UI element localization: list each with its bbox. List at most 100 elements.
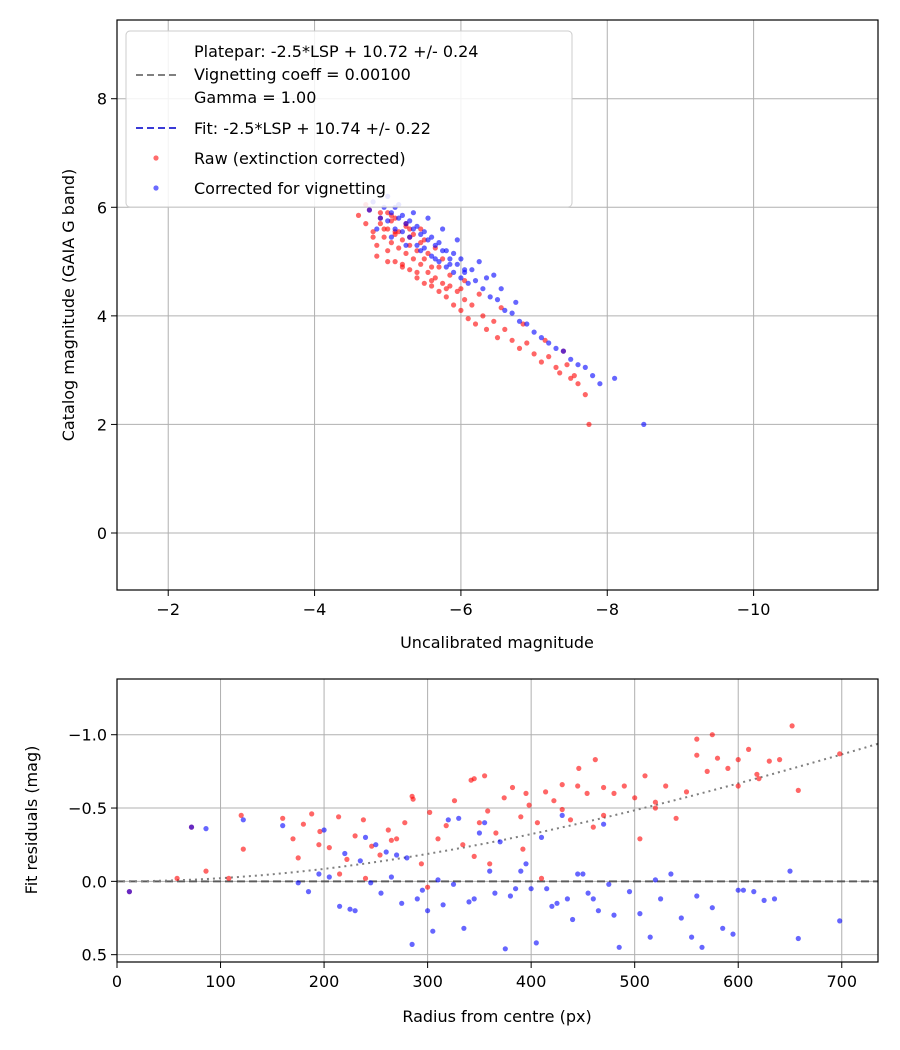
legend-entry-gamma: Gamma = 1.00 — [194, 88, 316, 107]
corrected-point — [451, 269, 457, 275]
corrected-point — [454, 237, 460, 243]
corrected-point — [447, 256, 453, 262]
raw-point — [418, 240, 424, 246]
raw-point — [546, 354, 552, 360]
corrected-point — [699, 944, 705, 950]
raw-point — [363, 221, 369, 227]
corrected-point — [546, 340, 552, 346]
raw-point — [509, 784, 516, 791]
top-x-axis-label: Uncalibrated magnitude — [400, 633, 594, 652]
corrected-point — [730, 931, 736, 937]
raw-point — [399, 264, 405, 270]
corrected-point — [771, 896, 778, 902]
x-tick-label: 400 — [516, 972, 547, 991]
raw-point — [516, 345, 523, 351]
raw-point — [683, 789, 690, 795]
bottom-y-axis-label: Fit residuals (mag) — [22, 746, 41, 895]
raw-point — [374, 242, 380, 248]
bottom-ticks: 0 100 200 300 400 500 600 700 0.5 0.0 −0.5 −1.0 — [68, 726, 857, 991]
raw-point — [326, 845, 332, 851]
raw-point — [501, 795, 507, 801]
corrected-point — [373, 842, 379, 848]
corrected-point — [403, 242, 409, 248]
raw-point — [337, 871, 343, 877]
raw-point — [388, 837, 394, 843]
corrected-point — [451, 250, 457, 256]
raw-point — [344, 856, 350, 863]
x-tick-label: 200 — [309, 972, 340, 991]
raw-point — [458, 307, 464, 313]
y-tick-label: 4 — [97, 307, 107, 326]
corrected-point — [580, 871, 586, 877]
raw-point — [538, 359, 545, 365]
raw-point — [483, 326, 490, 332]
corrected-point — [403, 221, 409, 227]
corrected-point — [612, 375, 618, 381]
raw-point — [735, 783, 741, 789]
raw-point — [709, 732, 715, 738]
raw-point — [524, 340, 530, 346]
corrected-point — [404, 855, 410, 861]
raw-point — [385, 248, 391, 254]
corrected-point — [606, 881, 612, 887]
corrected-point — [570, 916, 576, 923]
corrected-point — [720, 925, 726, 931]
corrected-point — [472, 278, 479, 284]
raw-point — [418, 261, 424, 267]
corrected-point — [487, 868, 493, 874]
raw-point — [498, 305, 504, 311]
raw-point — [520, 846, 526, 852]
corrected-point — [429, 234, 435, 240]
x-tick-label: −2 — [156, 600, 180, 619]
legend-marker-raw — [153, 155, 159, 161]
top-axes-frame — [116, 19, 879, 591]
legend-box — [125, 30, 573, 208]
raw-point — [576, 765, 582, 772]
corrected-point — [494, 297, 501, 303]
corrected-point — [407, 234, 413, 240]
corrected-point — [601, 821, 607, 827]
raw-point — [471, 853, 477, 860]
corrected-point — [347, 906, 353, 912]
corrected-point — [447, 261, 453, 267]
raw-point — [280, 815, 286, 821]
corrected-point — [465, 280, 471, 286]
legend-entry-raw: Raw (extinction corrected) — [194, 149, 406, 168]
raw-point — [385, 226, 391, 232]
raw-point — [377, 852, 383, 858]
corrected-point — [559, 812, 565, 819]
corrected-point — [553, 345, 559, 351]
corrected-point — [524, 321, 530, 327]
raw-point — [392, 215, 398, 221]
corrected-point — [560, 348, 567, 354]
corrected-point — [461, 925, 467, 931]
legend-entry-corrected: Corrected for vignetting — [194, 179, 386, 198]
corrected-point — [469, 267, 475, 273]
raw-point — [421, 256, 427, 262]
raw-point — [440, 256, 446, 262]
corrected-point — [616, 944, 622, 950]
corrected-point — [409, 941, 415, 948]
corrected-point — [368, 880, 374, 886]
bottom-axes-frame — [116, 678, 879, 963]
raw-point — [652, 799, 659, 805]
legend-entry-vignetting: Vignetting coeff = 0.00100 — [194, 65, 411, 84]
raw-point — [414, 275, 420, 281]
corrected-point — [421, 229, 427, 235]
corrected-point — [425, 237, 431, 243]
raw-point — [777, 757, 783, 763]
corrected-point — [482, 820, 488, 826]
y-tick-label: 0.0 — [82, 872, 107, 891]
raw-point — [407, 226, 413, 232]
corrected-point — [388, 874, 394, 880]
corrected-point — [385, 218, 391, 224]
raw-point — [425, 269, 431, 275]
raw-point — [425, 250, 431, 256]
raw-point — [590, 824, 596, 830]
corrected-point — [425, 908, 431, 914]
corrected-point — [590, 373, 596, 379]
x-tick-label: −4 — [303, 600, 327, 619]
